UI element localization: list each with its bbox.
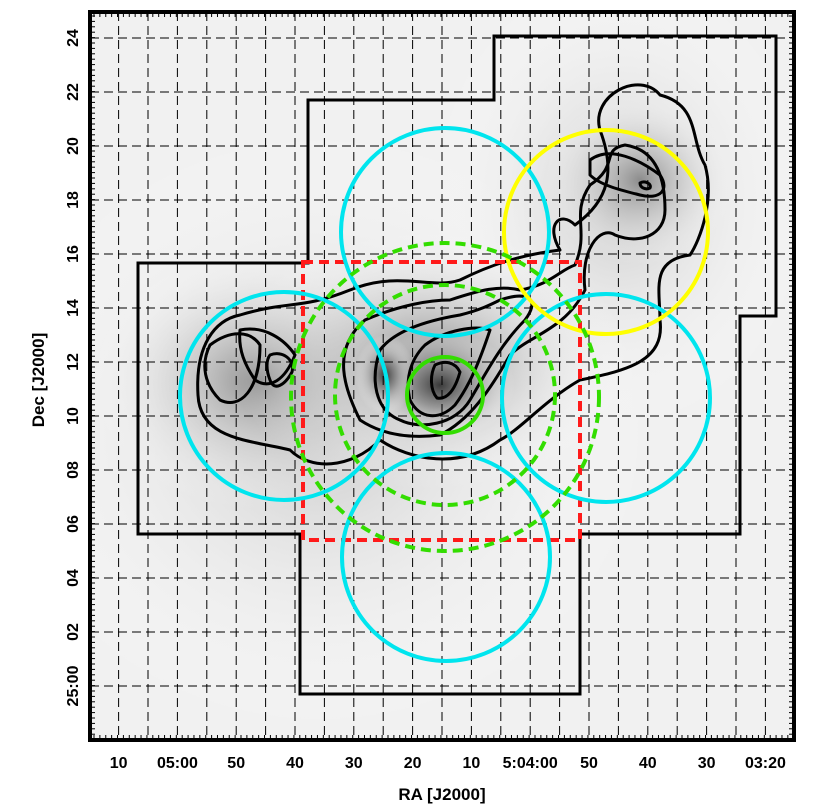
coverage-outline [136, 34, 778, 696]
contour-6 [265, 352, 294, 388]
x-tick-label-4: 30 [345, 755, 363, 772]
grid-lines [90, 12, 794, 740]
x-axis-label: RA [J2000] [398, 785, 485, 804]
beam-circles [178, 126, 712, 663]
circle-6-dashed [333, 283, 557, 507]
circle-3-solid [340, 451, 552, 663]
coverage-outline-path [136, 34, 778, 696]
contour-7 [588, 152, 666, 198]
x-tick-label-2: 50 [227, 755, 245, 772]
y-tick-label-5: 10 [65, 407, 82, 425]
x-tick-label-0: 10 [110, 755, 128, 772]
contour-9 [203, 332, 262, 404]
frame-minor-ticks [90, 12, 794, 740]
y-axis-label: Dec [J2000] [29, 333, 48, 428]
circle-2-solid [178, 290, 390, 502]
x-tick-label-11: 03:20 [745, 755, 786, 772]
y-tick-label-4: 08 [65, 461, 82, 479]
y-tick-label-11: 22 [65, 83, 82, 101]
x-tick-label-1: 05:00 [157, 755, 198, 772]
x-tick-label-10: 30 [698, 755, 716, 772]
contour-2 [373, 294, 534, 427]
y-tick-label-9: 18 [65, 191, 82, 209]
y-tick-label-8: 16 [65, 245, 82, 263]
x-tick-label-3: 40 [286, 755, 304, 772]
x-tick-label-8: 50 [580, 755, 598, 772]
plot-frame [88, 10, 796, 742]
y-tick-label-12: 24 [65, 29, 82, 47]
x-tick-label-9: 40 [639, 755, 657, 772]
y-tick-label-0: 25:00 [65, 665, 82, 706]
x-tick-label-7: 5:04:00 [503, 755, 558, 772]
y-tick-labels: 25:00 02 04 06 08 10 12 14 16 18 20 22 24 [65, 29, 82, 706]
x-tick-label-5: 20 [404, 755, 422, 772]
contour-0 [196, 83, 710, 466]
x-tick-labels: 10 05:00 50 40 30 20 10 5:04:00 50 40 30 03:20 [110, 755, 786, 772]
circle-5-solid [405, 355, 485, 435]
contour-4 [430, 360, 462, 400]
red-dashed-box [301, 260, 582, 542]
y-tick-label-10: 20 [65, 137, 82, 155]
circle-1-solid [500, 292, 712, 504]
contour-5 [238, 327, 297, 386]
red-box-rect [301, 260, 582, 542]
circle-0-solid [339, 126, 551, 338]
circle-4-solid [502, 128, 710, 336]
x-tick-label-6: 10 [463, 755, 481, 772]
circle-7-dashed [289, 241, 601, 553]
y-tick-label-6: 12 [65, 353, 82, 371]
contour-8 [638, 180, 652, 191]
diffuse-emission-5 [545, 95, 735, 265]
y-tick-label-1: 02 [65, 623, 82, 641]
y-tick-label-3: 06 [65, 515, 82, 533]
y-tick-label-2: 04 [65, 569, 82, 587]
intensity-map [90, 12, 794, 730]
y-tick-label-7: 14 [65, 299, 82, 317]
